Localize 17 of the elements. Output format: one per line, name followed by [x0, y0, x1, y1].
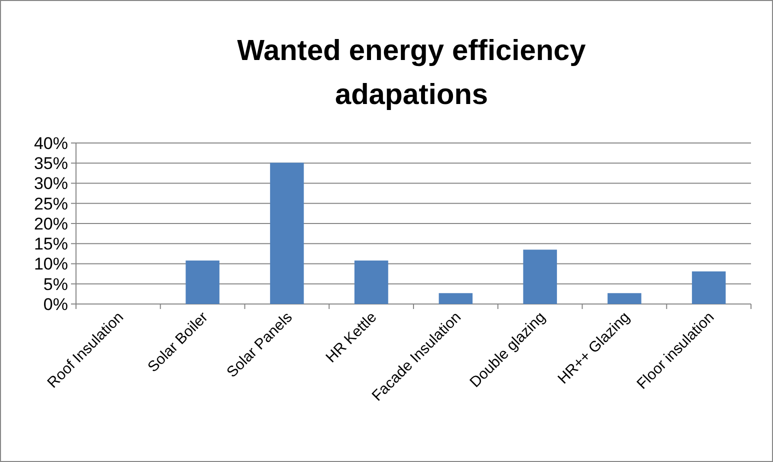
bar	[523, 250, 557, 304]
bar	[186, 260, 220, 304]
y-tick-label: 20%	[34, 214, 68, 234]
y-tick-label: 15%	[34, 234, 68, 254]
y-tick-label: 5%	[43, 274, 68, 294]
y-tick-label: 30%	[34, 174, 68, 194]
bar	[354, 260, 388, 304]
y-tick-label: 10%	[34, 254, 68, 274]
y-tick-label: 0%	[43, 294, 68, 314]
y-tick-label: 40%	[34, 134, 68, 153]
bar	[692, 271, 726, 304]
bar	[608, 293, 642, 304]
chart-title: Wanted energy efficiency adapations	[237, 35, 586, 111]
bar	[270, 162, 304, 304]
y-tick-label: 35%	[34, 154, 68, 174]
y-tick-label: 25%	[34, 194, 68, 214]
bar	[438, 293, 473, 304]
